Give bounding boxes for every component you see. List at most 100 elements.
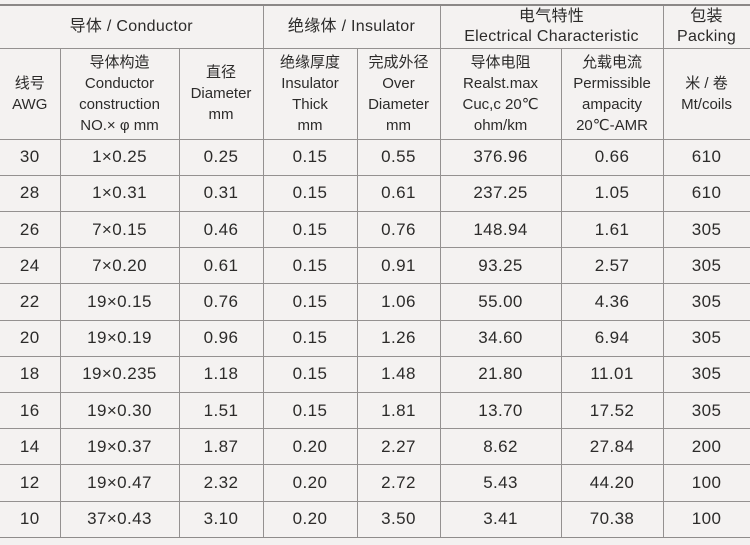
table-row: 24 7×0.20 0.61 0.15 0.91 93.25 2.57 305 [0, 247, 750, 285]
cell-construction: 7×0.15 [59, 210, 180, 249]
cell-resistance: 376.96 [439, 138, 562, 176]
cell-construction: 1×0.31 [59, 174, 180, 212]
cell-over-diameter: 2.72 [356, 464, 441, 502]
cell-awg: 22 [0, 283, 61, 321]
cell-ampacity: 70.38 [560, 500, 664, 539]
cell-resistance: 34.60 [439, 319, 562, 357]
cell-packing: 610 [662, 138, 750, 176]
cell-packing: 305 [662, 392, 750, 430]
text-line: Conductor [84, 74, 155, 92]
cell-insulator-thick: 0.15 [262, 392, 358, 430]
text-line: 导体 / Conductor [69, 17, 193, 35]
text-line: Realst.max [463, 74, 539, 92]
cell-packing: 305 [662, 210, 750, 249]
cell-over-diameter: 1.81 [356, 392, 441, 430]
table-row: 28 1×0.31 0.31 0.15 0.61 237.25 1.05 610 [0, 174, 750, 212]
cell-packing: 100 [662, 500, 750, 539]
cell-packing: 305 [662, 355, 750, 394]
text-line: 直径 [206, 64, 237, 81]
col-header-diameter: 直径 Diameter mm [178, 47, 264, 140]
cell-insulator-thick: 0.15 [262, 247, 358, 285]
wire-spec-table: 导体 / Conductor 绝缘体 / Insulator 电气特性 Elec… [0, 4, 750, 539]
cell-ampacity: 27.84 [560, 428, 664, 466]
cell-awg: 28 [0, 174, 61, 212]
cell-construction: 19×0.15 [59, 283, 180, 321]
table-row: 20 19×0.19 0.96 0.15 1.26 34.60 6.94 305 [0, 319, 750, 357]
text-line: 完成外径 [368, 53, 429, 71]
cell-ampacity: 0.66 [560, 138, 664, 176]
cell-packing: 200 [662, 428, 750, 466]
cell-awg: 16 [0, 392, 61, 430]
cell-awg: 12 [0, 464, 61, 502]
text-line: Permissible [573, 74, 651, 92]
cell-resistance: 8.62 [439, 428, 562, 466]
table-row: 16 19×0.30 1.51 0.15 1.81 13.70 17.52 30… [0, 392, 750, 430]
text-line: 导体构造 [89, 53, 150, 71]
text-line: Electrical Characteristic [464, 27, 639, 45]
text-line: mm [208, 106, 234, 123]
cell-resistance: 5.43 [439, 464, 562, 502]
group-header-insulator: 绝缘体 / Insulator [262, 4, 441, 49]
cell-resistance: 13.70 [439, 392, 562, 430]
cell-ampacity: 1.05 [560, 174, 664, 212]
text-line: 绝缘厚度 [280, 53, 341, 71]
cell-construction: 19×0.47 [59, 464, 180, 502]
cell-diameter: 1.51 [178, 392, 264, 430]
cell-insulator-thick: 0.15 [262, 283, 358, 321]
cell-packing: 305 [662, 283, 750, 321]
table-row: 26 7×0.15 0.46 0.15 0.76 148.94 1.61 305 [0, 210, 750, 249]
cell-resistance: 3.41 [439, 500, 562, 539]
cell-ampacity: 11.01 [560, 355, 664, 394]
cell-awg: 10 [0, 500, 61, 539]
cell-ampacity: 17.52 [560, 392, 664, 430]
text-line: NO.× φ mm [80, 116, 159, 134]
text-line: 包装 [690, 7, 723, 25]
column-header-row: 线号 AWG 导体构造 Conductor construction NO.× … [0, 47, 750, 140]
table-row: 22 19×0.15 0.76 0.15 1.06 55.00 4.36 305 [0, 283, 750, 321]
table-row: 12 19×0.47 2.32 0.20 2.72 5.43 44.20 100 [0, 464, 750, 502]
group-header-electrical-characteristic: 电气特性 Electrical Characteristic [439, 4, 664, 49]
text-line: Diameter [368, 95, 429, 113]
cell-diameter: 2.32 [178, 464, 264, 502]
col-header-awg: 线号 AWG [0, 47, 61, 140]
cell-ampacity: 2.57 [560, 247, 664, 285]
cell-over-diameter: 0.61 [356, 174, 441, 212]
cell-over-diameter: 0.76 [356, 210, 441, 249]
text-line: mm [386, 116, 412, 134]
cell-diameter: 1.18 [178, 355, 264, 394]
cell-over-diameter: 1.48 [356, 355, 441, 394]
col-header-insulator-thick: 绝缘厚度 Insulator Thick mm [262, 47, 358, 140]
cell-diameter: 1.87 [178, 428, 264, 466]
text-line: Packing [677, 27, 737, 45]
text-line: 导体电阻 [470, 53, 531, 71]
text-line: AWG [12, 95, 48, 113]
text-line: 绝缘体 / Insulator [287, 17, 416, 35]
cell-resistance: 55.00 [439, 283, 562, 321]
cell-over-diameter: 0.91 [356, 247, 441, 285]
cell-diameter: 0.96 [178, 319, 264, 357]
cell-diameter: 0.25 [178, 138, 264, 176]
table-row: 14 19×0.37 1.87 0.20 2.27 8.62 27.84 200 [0, 428, 750, 466]
text-line: 20℃-AMR [576, 116, 648, 134]
cell-over-diameter: 0.55 [356, 138, 441, 176]
cell-construction: 7×0.20 [59, 247, 180, 285]
group-header-conductor: 导体 / Conductor [0, 4, 264, 49]
text-line: Over [382, 74, 415, 92]
cell-over-diameter: 1.26 [356, 319, 441, 357]
cell-over-diameter: 1.06 [356, 283, 441, 321]
cell-insulator-thick: 0.20 [262, 428, 358, 466]
cell-insulator-thick: 0.15 [262, 174, 358, 212]
group-header-packing: 包装 Packing [662, 4, 750, 49]
table-row: 30 1×0.25 0.25 0.15 0.55 376.96 0.66 610 [0, 138, 750, 176]
cell-packing: 305 [662, 319, 750, 357]
cell-resistance: 21.80 [439, 355, 562, 394]
cell-construction: 19×0.30 [59, 392, 180, 430]
cell-packing: 610 [662, 174, 750, 212]
cell-insulator-thick: 0.15 [262, 319, 358, 357]
cell-construction: 1×0.25 [59, 138, 180, 176]
col-header-over-diameter: 完成外径 Over Diameter mm [356, 47, 441, 140]
col-header-conductor-construction: 导体构造 Conductor construction NO.× φ mm [59, 47, 180, 140]
cell-over-diameter: 3.50 [356, 500, 441, 539]
cell-resistance: 237.25 [439, 174, 562, 212]
text-line: Thick [292, 95, 328, 113]
